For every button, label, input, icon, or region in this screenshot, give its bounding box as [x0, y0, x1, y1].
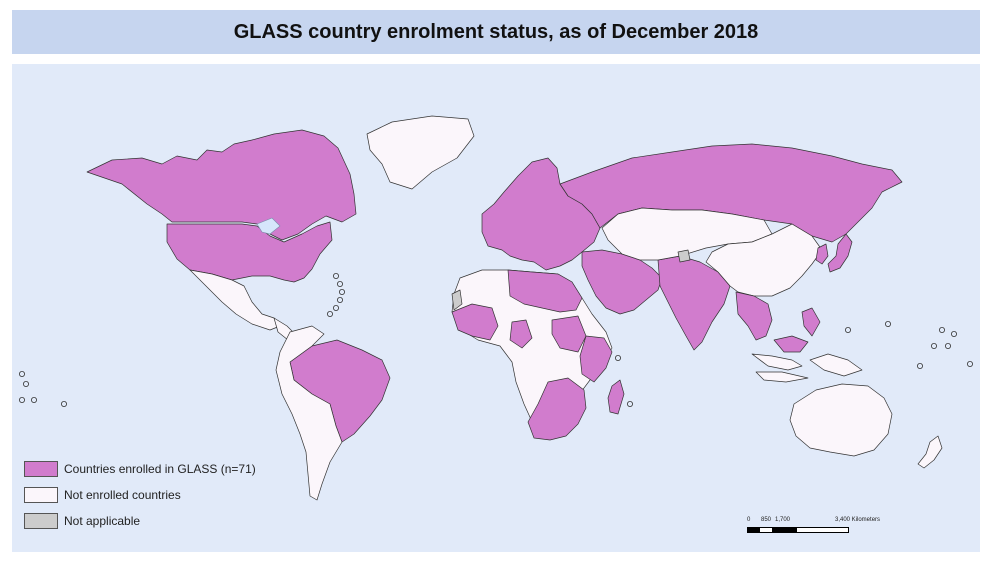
map-title: GLASS country enrolment status, as of De… — [233, 20, 759, 43]
scale-label-850: 850 — [761, 517, 772, 523]
region-kashmir[interactable] — [677, 249, 691, 263]
region-madagascar[interactable] — [607, 379, 625, 415]
legend-label-enrolled: Countries enrolled in GLASS (n=71) — [64, 462, 256, 476]
region-east-africa[interactable] — [579, 335, 613, 383]
map-panel: Countries enrolled in GLASS (n=71) Not e… — [12, 64, 980, 552]
region-north-africa[interactable] — [507, 269, 583, 313]
scale-label-3400: 3,400 Kilometers — [835, 517, 881, 523]
region-western-sahara[interactable] — [451, 289, 463, 311]
scale-bar: 0 850 1,700 3,400 Kilometers — [747, 517, 897, 547]
scale-labels: 0 850 1,700 3,400 Kilometers — [747, 517, 897, 527]
region-west-africa[interactable] — [451, 303, 587, 353]
scale-label-0: 0 — [747, 517, 751, 523]
legend-swatch-not-applicable — [24, 513, 58, 529]
region-greenland[interactable] — [366, 115, 475, 190]
legend-swatch-not-enrolled — [24, 487, 58, 503]
region-canada[interactable] — [86, 129, 357, 241]
legend-label-not-enrolled: Not enrolled countries — [64, 488, 181, 502]
region-china[interactable] — [705, 223, 823, 297]
region-other-south-america[interactable] — [275, 325, 343, 501]
region-southeast-asia[interactable] — [735, 291, 821, 353]
legend-item-not-enrolled: Not enrolled countries — [24, 485, 256, 505]
region-new-zealand[interactable] — [917, 435, 943, 469]
legend-label-not-applicable: Not applicable — [64, 514, 141, 528]
caribbean-markers — [19, 272, 974, 407]
region-australia[interactable] — [789, 383, 893, 457]
title-bar: GLASS country enrolment status, as of De… — [12, 10, 980, 54]
region-indonesia[interactable] — [751, 353, 863, 383]
world-map — [19, 115, 974, 501]
region-south-asia[interactable] — [657, 255, 731, 351]
legend-swatch-enrolled — [24, 461, 58, 477]
region-japan[interactable] — [827, 233, 853, 273]
region-europe[interactable] — [481, 157, 601, 271]
region-united-states[interactable] — [166, 221, 333, 283]
region-korea[interactable] — [815, 243, 829, 265]
legend-item-not-applicable: Not applicable — [24, 511, 256, 531]
scale-label-1700: 1,700 — [775, 517, 791, 523]
scale-graduations — [747, 527, 849, 533]
legend-item-enrolled: Countries enrolled in GLASS (n=71) — [24, 459, 256, 479]
map-legend: Countries enrolled in GLASS (n=71) Not e… — [24, 459, 256, 537]
great-lakes — [256, 217, 281, 235]
region-southern-africa[interactable] — [527, 377, 587, 441]
